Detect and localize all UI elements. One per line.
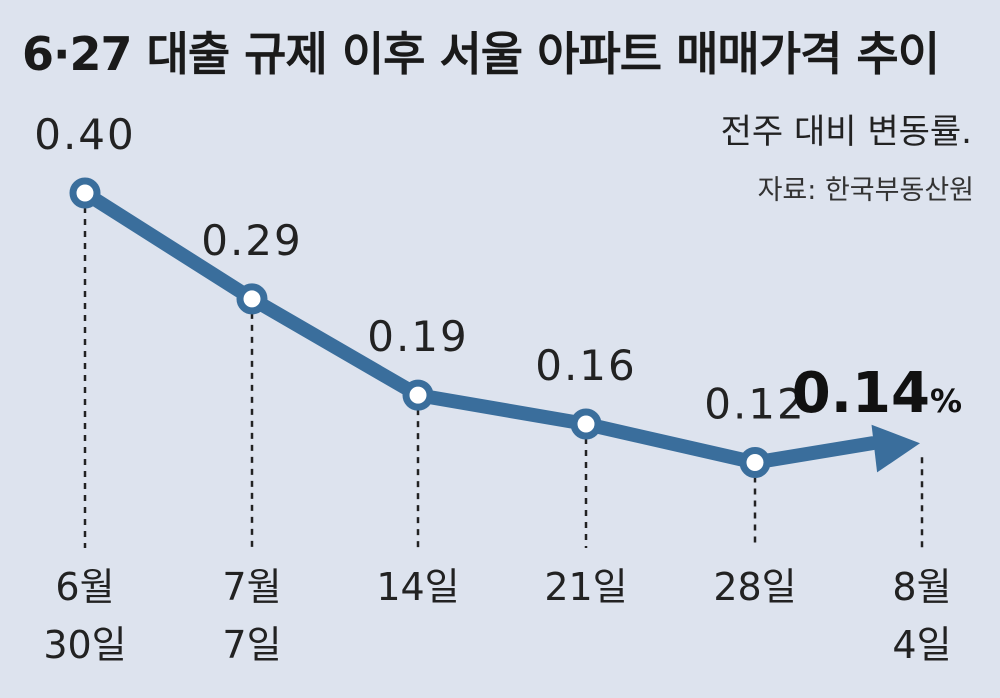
data-label: 0.19 (367, 312, 469, 361)
chart-title: 6·27 대출 규제 이후 서울 아파트 매매가격 추이 (22, 27, 940, 81)
category-label: 6월 (55, 565, 114, 609)
data-label-highlight: 0.14% (792, 361, 962, 426)
data-point (402, 379, 434, 411)
data-point (236, 283, 268, 315)
data-label: 0.16 (535, 341, 637, 390)
category-label: 4일 (892, 623, 951, 667)
chart-subtitle: 전주 대비 변동률. (720, 112, 972, 152)
data-point (570, 408, 602, 440)
data-point (69, 177, 101, 209)
category-label: 7월 (222, 565, 281, 609)
category-label: 14일 (376, 565, 459, 609)
chart-source: 자료: 한국부동산원 (757, 175, 974, 206)
category-label: 21일 (544, 565, 627, 609)
category-label: 8월 (892, 565, 951, 609)
category-label: 30일 (43, 623, 126, 667)
data-label: 0.40 (34, 110, 136, 159)
category-label: 7일 (222, 623, 281, 667)
data-point (739, 447, 771, 478)
data-label: 0.29 (201, 216, 303, 265)
series-line (78, 186, 879, 470)
arrow-head (871, 424, 920, 473)
data-label: 0.12 (704, 380, 806, 429)
category-label: 28일 (713, 565, 796, 609)
